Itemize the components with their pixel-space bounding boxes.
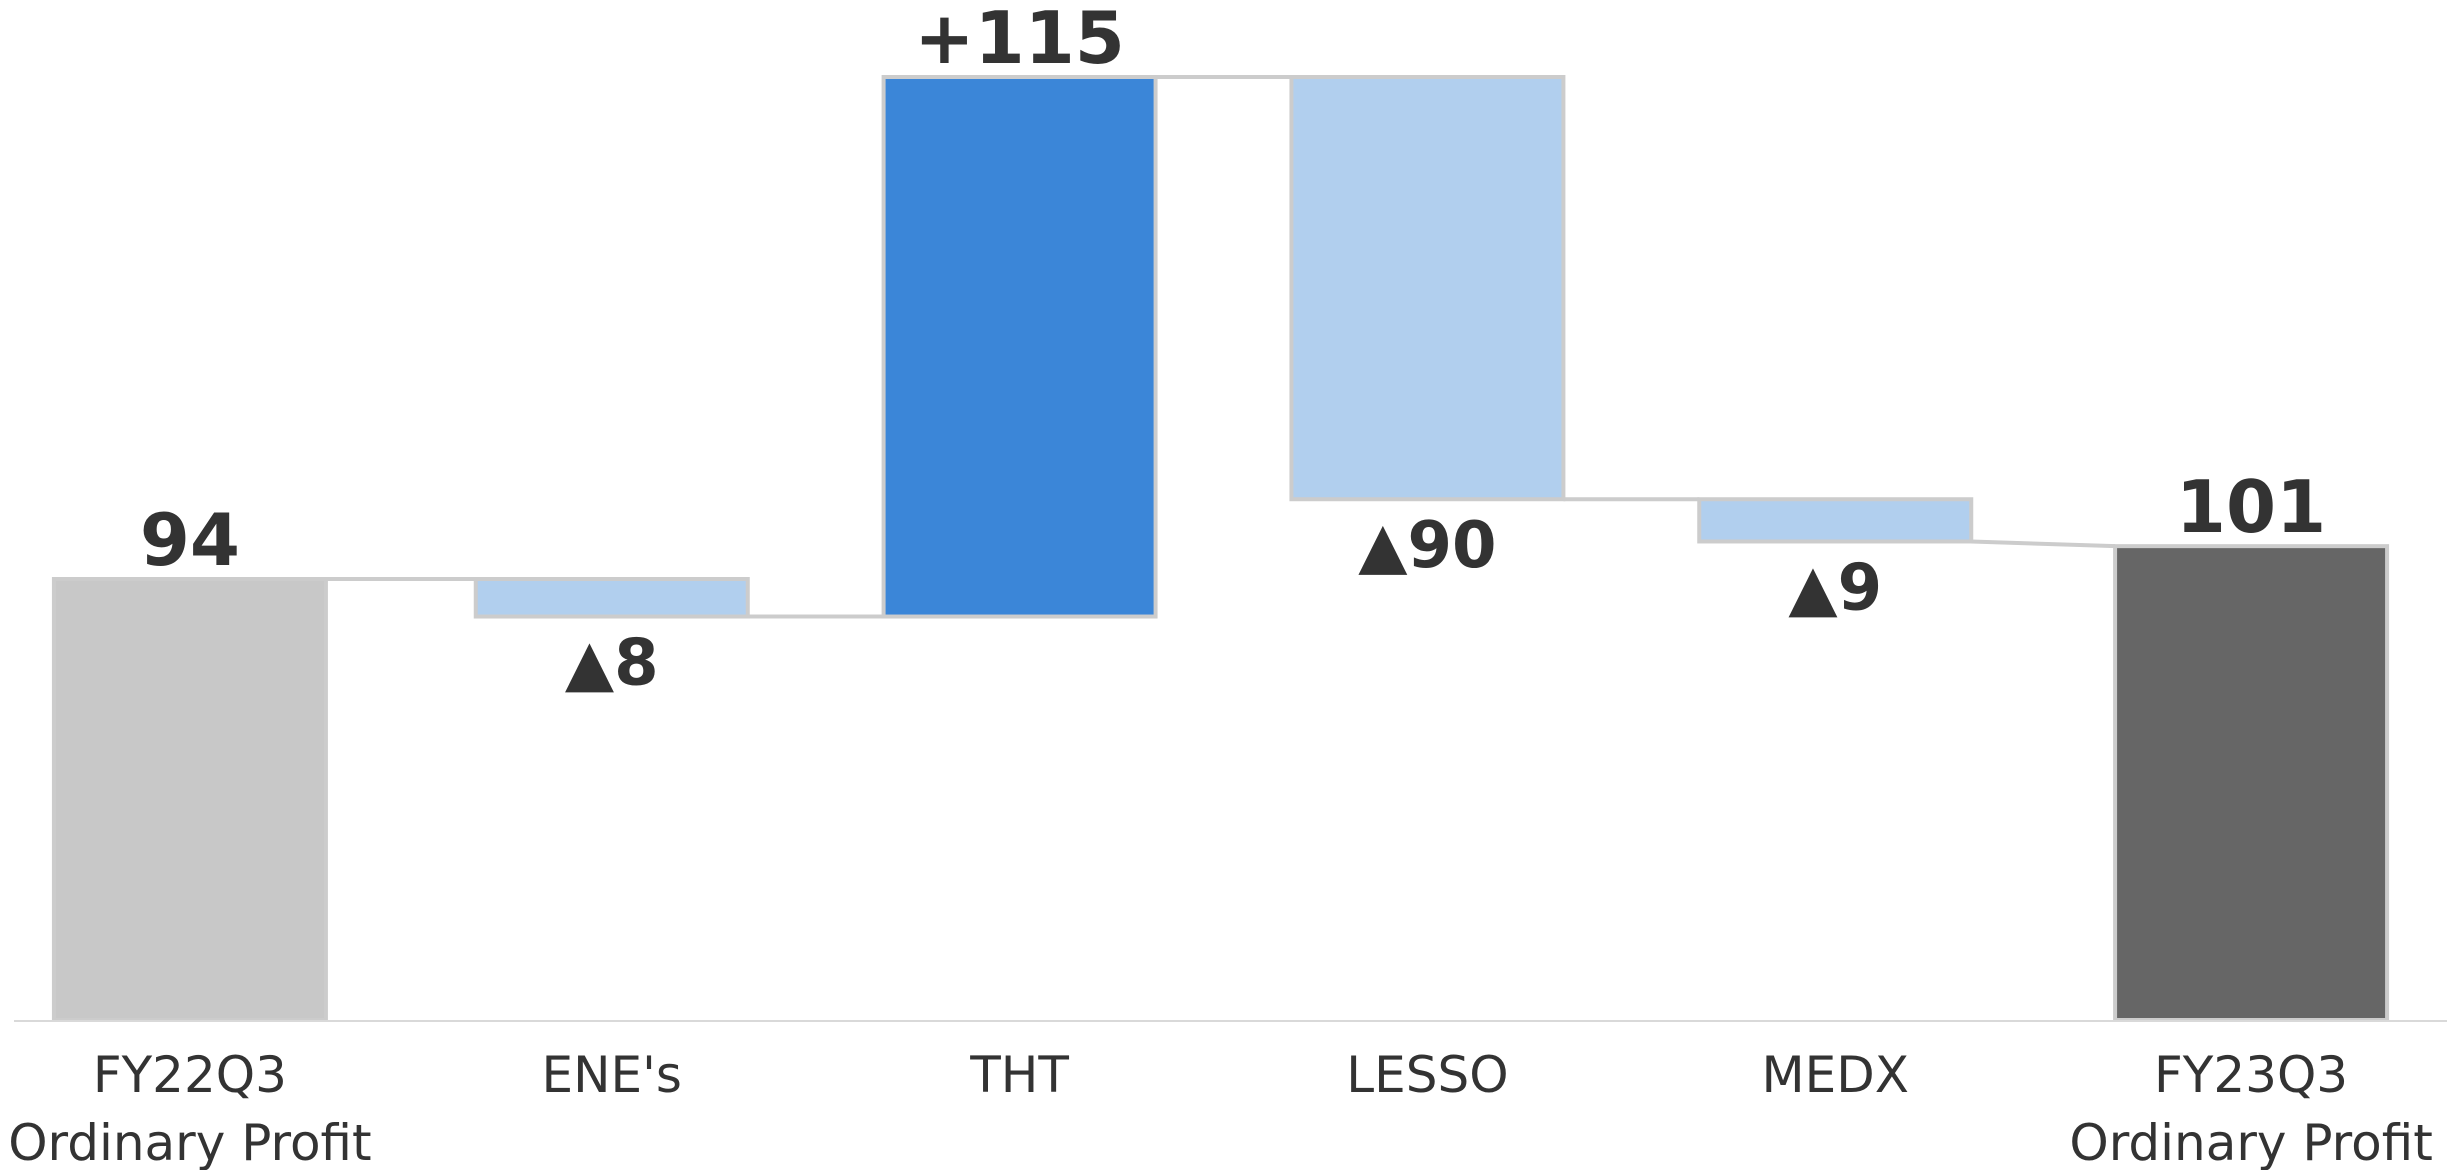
bar-3 [1289, 75, 1566, 502]
bar-2 [881, 75, 1158, 619]
bar-1 [473, 576, 750, 619]
value-label-2: +115 [914, 0, 1125, 80]
value-label-0: 94 [140, 498, 240, 582]
category-label-5-line-0: FY23Q3 [2154, 1046, 2348, 1104]
value-label-1: ▲8 [565, 627, 659, 701]
category-label-0-line-0: FY22Q3 [93, 1046, 287, 1104]
value-labels: 94 ▲8 +115 ▲90 ▲9 101 [140, 0, 2326, 701]
category-labels: FY22Q3 Ordinary Profit ENE's THT LESSO MEDX FY… [8, 1046, 2433, 1170]
category-label-4: MEDX [1762, 1046, 1910, 1104]
value-label-5: 101 [2176, 465, 2326, 549]
bar-0 [51, 576, 328, 1022]
connector-4 [1971, 539, 2116, 549]
category-label-2: THT [969, 1046, 1069, 1104]
connector-lines [325, 75, 2116, 619]
bars [51, 75, 2390, 1022]
bar-5 [2113, 544, 2390, 1022]
value-label-4: ▲9 [1788, 551, 1882, 625]
category-label-5-line-1: Ordinary Profit [2069, 1114, 2432, 1170]
category-label-0-line-1: Ordinary Profit [8, 1114, 371, 1170]
category-label-3: LESSO [1346, 1046, 1508, 1104]
bar-4 [1697, 497, 1974, 544]
category-label-1: ENE's [542, 1046, 682, 1104]
value-label-3: ▲90 [1358, 509, 1496, 583]
